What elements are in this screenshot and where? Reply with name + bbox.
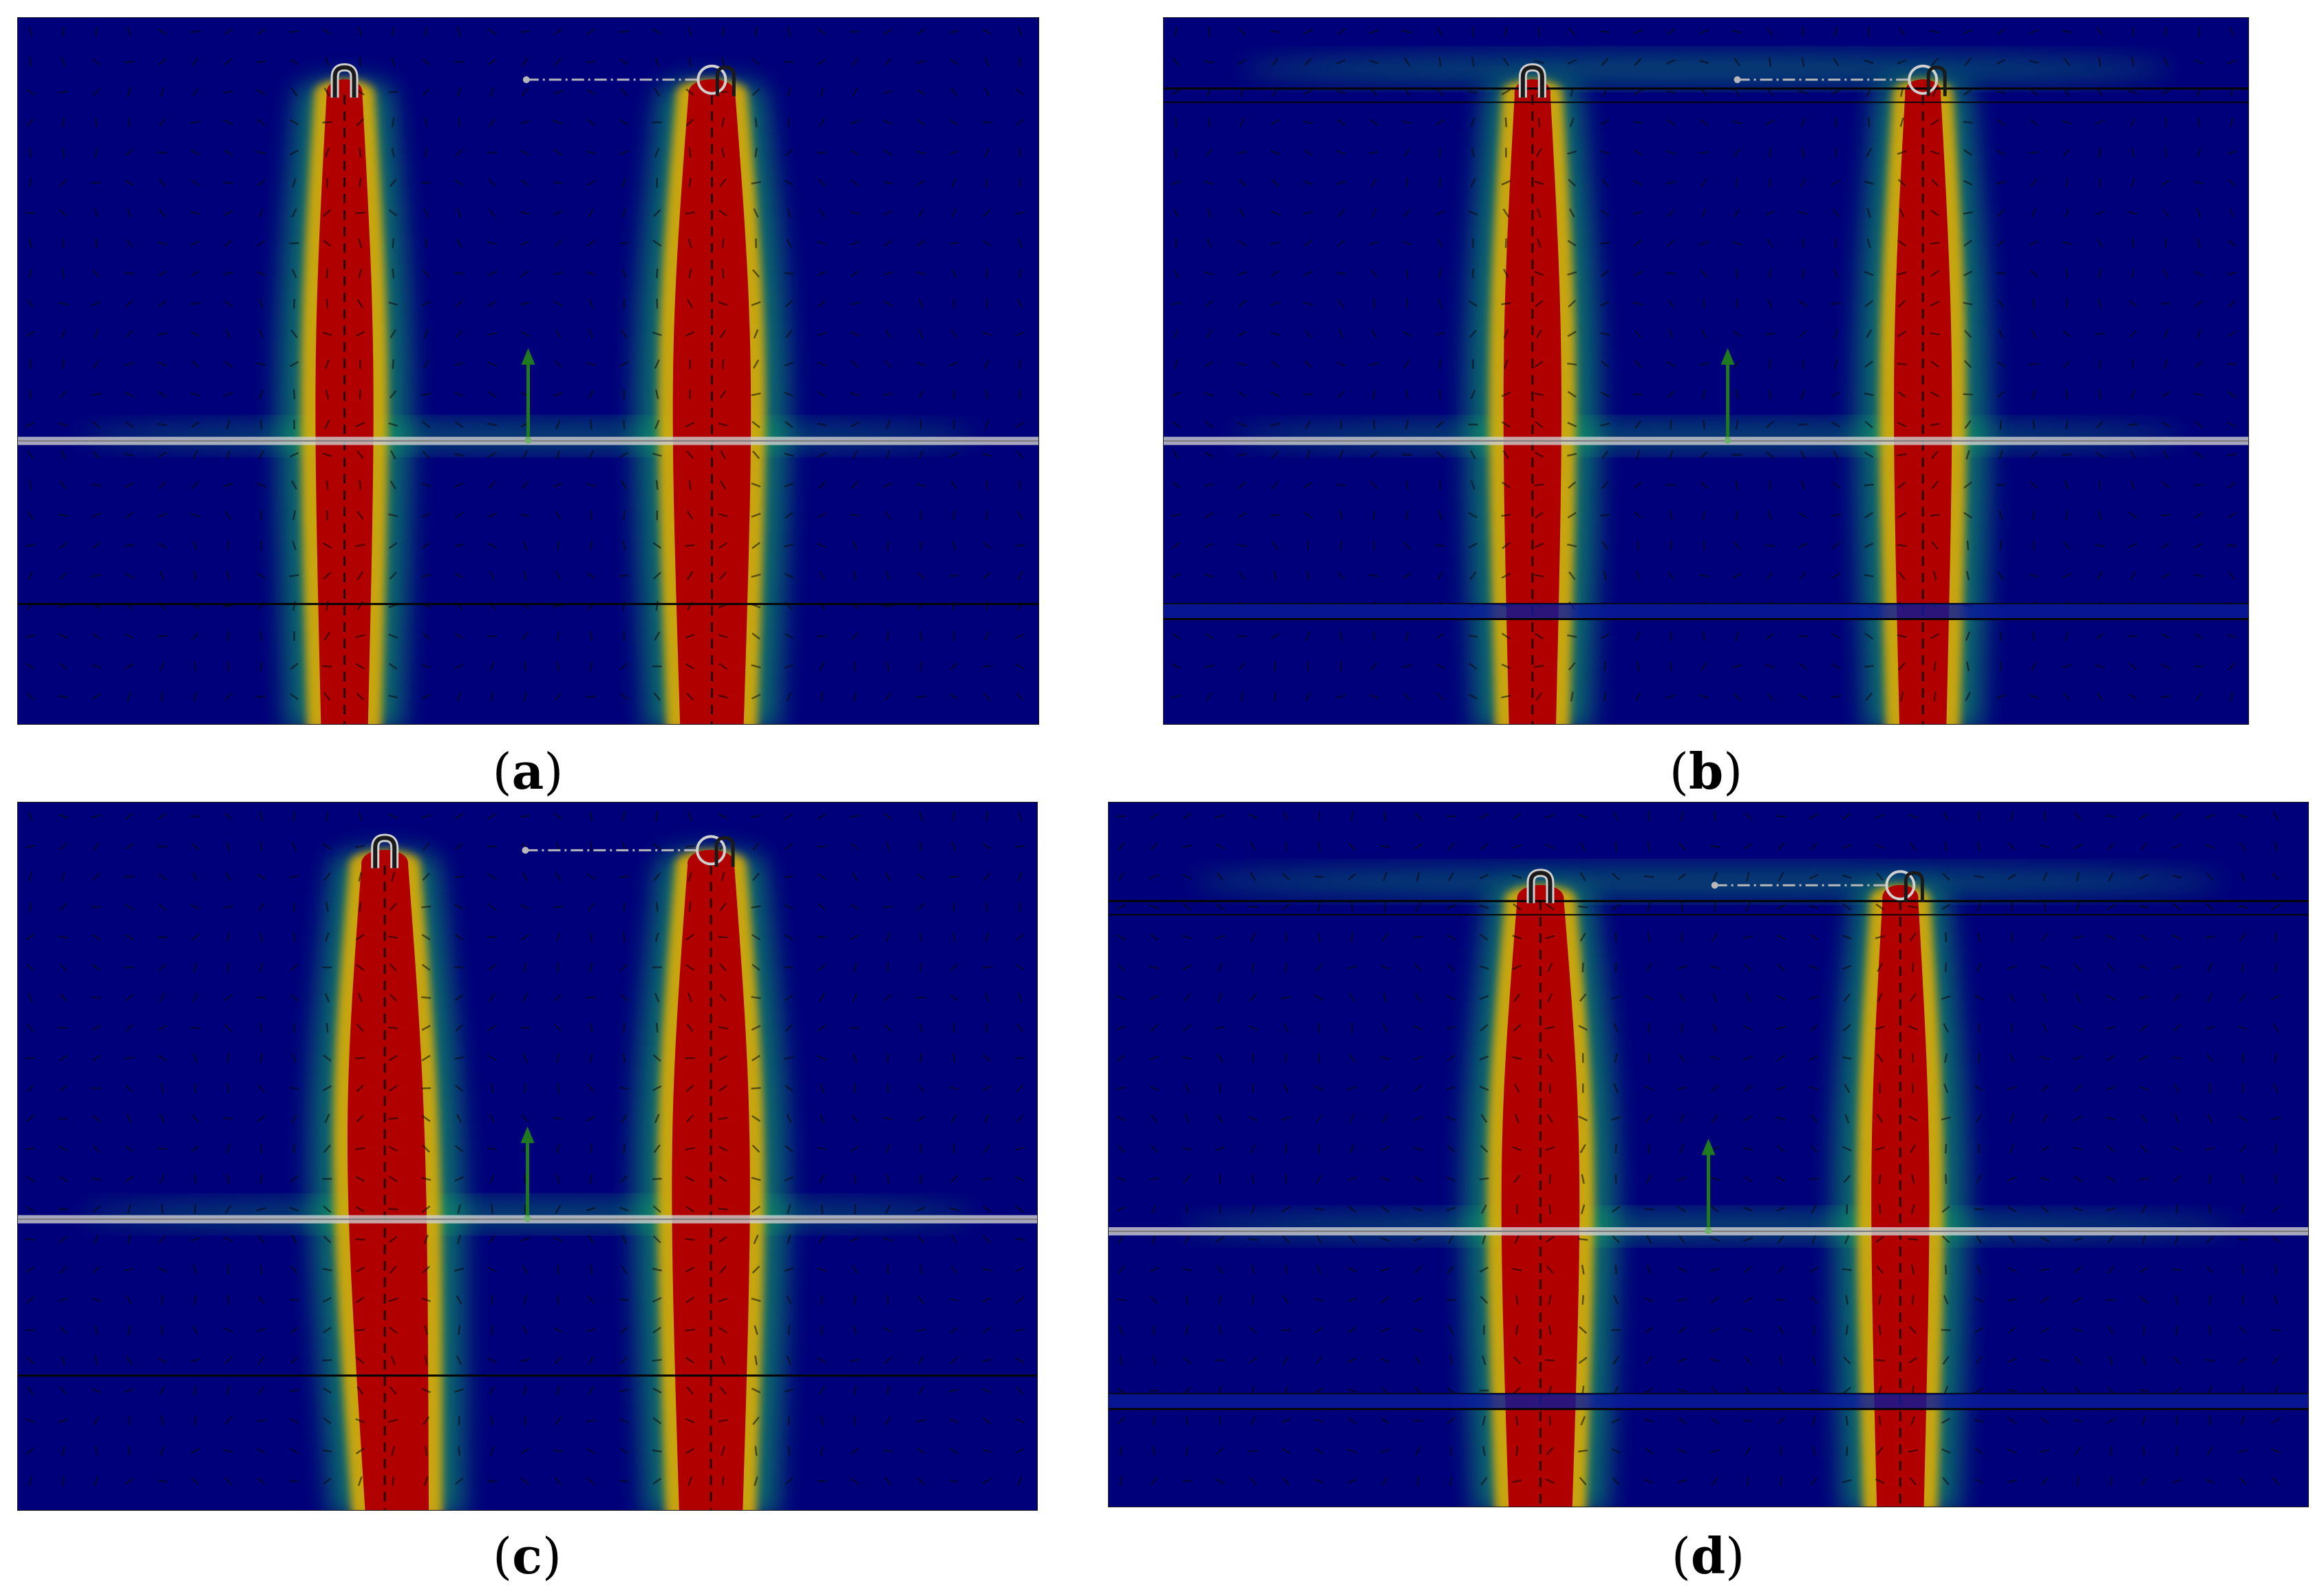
panel-c <box>17 802 1038 1511</box>
panel-a-field <box>18 18 1038 724</box>
plume-1 <box>1464 884 1617 1507</box>
caption-d: (d) <box>1671 1527 1745 1585</box>
vector-field <box>1116 811 2281 1487</box>
panel-b <box>1163 17 2249 725</box>
panel-a <box>17 17 1039 725</box>
plume-2 <box>635 849 787 1510</box>
bracket-icon <box>1526 869 1555 904</box>
plume-2 <box>1857 79 1990 724</box>
vector-field <box>1171 26 2237 702</box>
plume-1 <box>278 79 411 724</box>
bracket-icon <box>330 63 359 98</box>
caption-a: (a) <box>492 742 564 800</box>
panel-c-field <box>18 803 1037 1510</box>
bracket-icon <box>371 833 399 869</box>
caption-c-label: c <box>512 1527 542 1585</box>
caption-b-label: b <box>1688 742 1724 800</box>
bracket-icon <box>1518 63 1546 98</box>
axis-arrow-icon <box>520 1126 535 1222</box>
axis-arrow-icon <box>521 348 535 444</box>
panel-d <box>1108 802 2309 1507</box>
separator-halo <box>1228 421 2184 451</box>
ring-icon <box>522 835 735 867</box>
caption-c: (c) <box>492 1527 562 1585</box>
axis-arrow-icon <box>1720 348 1735 444</box>
ring-icon <box>522 64 736 96</box>
panel-b-field <box>1164 18 2248 724</box>
plume-2 <box>635 79 789 724</box>
lid-halo <box>1193 865 2224 899</box>
vector-field <box>25 26 1025 702</box>
plume-2 <box>1834 884 1967 1507</box>
ring-icon <box>1711 870 1924 902</box>
axis-arrow-icon <box>1701 1138 1716 1235</box>
caption-a-label: a <box>511 742 544 800</box>
vector-field <box>25 811 1025 1487</box>
ring-icon <box>1734 64 1947 96</box>
plume-1 <box>1466 79 1599 724</box>
lid-halo <box>1239 52 2173 86</box>
caption-d-label: d <box>1690 1527 1726 1585</box>
plume-1 <box>310 849 465 1510</box>
caption-b: (b) <box>1669 742 1743 800</box>
panel-d-field <box>1109 803 2308 1507</box>
